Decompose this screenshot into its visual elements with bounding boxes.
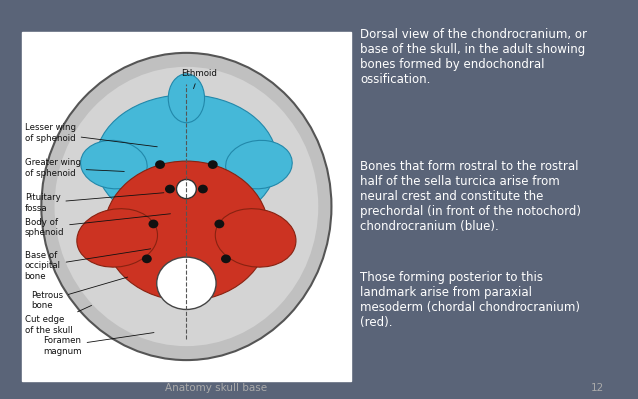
- Ellipse shape: [208, 160, 218, 169]
- Ellipse shape: [157, 257, 216, 310]
- Ellipse shape: [177, 180, 197, 199]
- Ellipse shape: [104, 161, 269, 301]
- Text: Petrous
bone: Petrous bone: [31, 277, 128, 310]
- Ellipse shape: [215, 209, 296, 267]
- Text: Cut edge
of the skull: Cut edge of the skull: [25, 305, 92, 335]
- Ellipse shape: [198, 185, 208, 194]
- Ellipse shape: [96, 95, 277, 227]
- Text: Greater wing
of sphenoid: Greater wing of sphenoid: [25, 158, 124, 178]
- Ellipse shape: [165, 185, 175, 194]
- Ellipse shape: [168, 74, 205, 123]
- Ellipse shape: [221, 255, 231, 263]
- Text: Bones that form rostral to the rostral
half of the sella turcica arise from
neur: Bones that form rostral to the rostral h…: [360, 160, 581, 233]
- Ellipse shape: [41, 53, 332, 360]
- Ellipse shape: [214, 219, 225, 228]
- Text: Anatomy skull base: Anatomy skull base: [165, 383, 267, 393]
- Text: Foramen
magnum: Foramen magnum: [43, 333, 154, 356]
- Text: 12: 12: [591, 383, 604, 393]
- Ellipse shape: [149, 219, 158, 228]
- Text: Pituitary
fossa: Pituitary fossa: [25, 193, 164, 213]
- FancyBboxPatch shape: [22, 32, 352, 381]
- Ellipse shape: [155, 160, 165, 169]
- Text: Body of
sphenoid: Body of sphenoid: [25, 214, 170, 237]
- Text: Base of
occipital
bone: Base of occipital bone: [25, 249, 151, 281]
- Ellipse shape: [226, 140, 292, 189]
- Ellipse shape: [77, 209, 158, 267]
- Text: Those forming posterior to this
landmark arise from paraxial
mesoderm (chordal c: Those forming posterior to this landmark…: [360, 271, 581, 329]
- Ellipse shape: [54, 67, 318, 346]
- Text: Lesser wing
of sphenoid: Lesser wing of sphenoid: [25, 123, 158, 147]
- Ellipse shape: [142, 255, 152, 263]
- Ellipse shape: [80, 140, 147, 189]
- Text: Ethmoid: Ethmoid: [181, 69, 217, 89]
- Text: Dorsal view of the chondrocranium, or
base of the skull, in the adult showing
bo: Dorsal view of the chondrocranium, or ba…: [360, 28, 588, 86]
